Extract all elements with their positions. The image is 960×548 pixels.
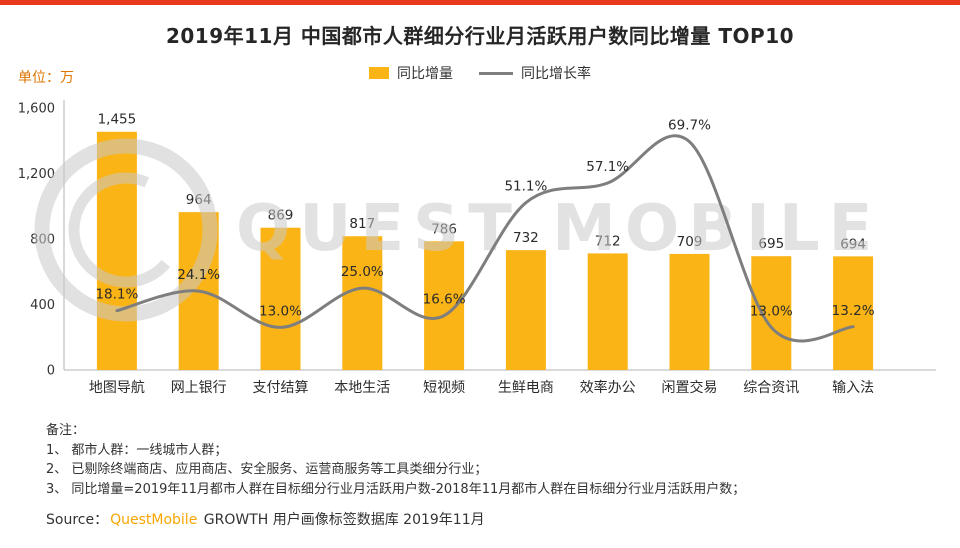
line-point-label: 13.2% (832, 303, 875, 319)
y-tick-label: 1,200 (18, 167, 55, 182)
notes-heading: 备注： (46, 423, 86, 438)
source-prefix: Source： (46, 512, 109, 528)
bar (260, 227, 301, 370)
y-tick-label: 0 (47, 364, 55, 379)
category-label: 生鲜电商 (498, 380, 554, 396)
watermark-logo-inner-icon (68, 172, 184, 288)
page-title: 2019年11月 中国都市人群细分行业月活跃用户数同比增量 TOP10 (165, 24, 795, 48)
bar (751, 256, 792, 370)
category-label: 本地生活 (334, 380, 390, 396)
bar-value-label: 694 (840, 236, 866, 252)
top-accent-bar (0, 0, 960, 5)
line-point-label: 25.0% (341, 264, 384, 280)
category-label: 短视频 (423, 380, 465, 396)
note-item: 3、 同比增量=2019年11月都市人群在目标细分行业月活跃用户数-2018年1… (46, 481, 746, 497)
line-point-label: 18.1% (95, 287, 138, 303)
legend-item-bar: 同比增量 (369, 63, 453, 83)
line-point-label: 16.6% (423, 292, 466, 308)
bar-value-label: 732 (513, 230, 539, 246)
line-point-label: 13.0% (750, 303, 793, 319)
bar (96, 131, 137, 370)
y-tick-label: 1,600 (18, 102, 55, 117)
category-label: 综合资讯 (743, 380, 799, 396)
bar-value-label: 709 (677, 234, 703, 250)
growth-rate-line (115, 134, 855, 343)
note-item: 1、 都市人群：一线城市人群； (46, 442, 228, 458)
unit-label: 单位：万 (18, 70, 74, 86)
bar-value-label: 1,455 (98, 112, 137, 128)
notes: 备注： 1、 都市人群：一线城市人群； 2、 已剔除终端商店、应用商店、安全服务… (46, 421, 745, 499)
category-label: 支付结算 (253, 380, 309, 396)
source-line: Source： QuestMobile GROWTH 用户画像标签数据库 2019… (46, 509, 485, 529)
watermark-text: QUEST MOBILE (236, 192, 881, 266)
watermark-logo-icon (34, 138, 218, 322)
line-point-label: 69.7% (668, 118, 711, 134)
bar-value-label: 695 (758, 236, 784, 252)
bar-value-label: 786 (431, 221, 457, 237)
line-swatch-icon (479, 71, 513, 75)
category-label: 闲置交易 (662, 379, 718, 396)
legend-line-label: 同比增长率 (521, 66, 591, 82)
bar-swatch-icon (369, 67, 389, 79)
bar-value-label: 712 (595, 233, 621, 249)
bar-value-label: 817 (349, 216, 375, 232)
line-point-label: 57.1% (586, 159, 629, 175)
bar (833, 256, 874, 370)
chart-legend: 同比增量 同比增长率 (0, 63, 960, 83)
category-label: 网上银行 (171, 380, 227, 396)
category-label: 输入法 (832, 380, 874, 396)
bar (587, 253, 628, 370)
line-point-label: 51.1% (504, 179, 547, 195)
note-item: 2、 已剔除终端商店、应用商店、安全服务、运营商服务等工具类细分行业； (46, 462, 488, 477)
line-point-label: 24.1% (177, 267, 220, 283)
bar-value-label: 869 (268, 208, 294, 224)
source-brand: QuestMobile (110, 512, 198, 528)
bar (342, 236, 383, 370)
line-point-label: 13.0% (259, 303, 302, 319)
category-label: 效率办公 (580, 379, 636, 396)
bar (505, 250, 546, 370)
legend-bar-label: 同比增量 (397, 66, 453, 82)
source-suffix: GROWTH 用户画像标签数据库 2019年11月 (199, 512, 485, 528)
y-tick-label: 400 (30, 298, 55, 313)
category-label: 地图导航 (89, 380, 145, 396)
legend-item-line: 同比增长率 (479, 63, 591, 83)
bar (669, 253, 710, 370)
